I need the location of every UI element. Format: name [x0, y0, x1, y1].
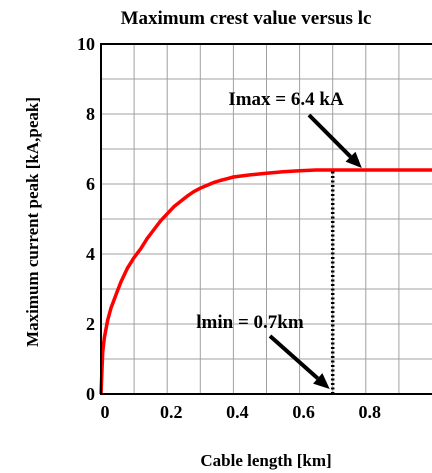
- y-tick-label: 0: [86, 384, 95, 404]
- x-axis-label: Cable length [km]: [200, 451, 331, 470]
- y-tick-label: 6: [86, 174, 95, 194]
- y-tick-label: 2: [86, 314, 95, 334]
- y-tick-label: 4: [86, 244, 95, 264]
- x-tick-label: 0: [101, 402, 110, 422]
- x-tick-label: 0.2: [160, 402, 183, 422]
- x-tick-label: 0.8: [359, 402, 382, 422]
- y-tick-label: 8: [86, 104, 95, 124]
- arrow-lmin-shaft: [270, 336, 318, 378]
- y-tick-label: 10: [77, 34, 95, 54]
- x-tick-label: 0.6: [292, 402, 315, 422]
- x-tick-label: 0.4: [226, 402, 249, 422]
- annotation-lmin: lmin = 0.7km: [196, 312, 304, 333]
- annotation-arrows: [270, 115, 362, 389]
- annotation-imax: Imax = 6.4 kA: [228, 89, 344, 110]
- arrow-imax-shaft: [309, 115, 351, 157]
- y-axis-label: Maximum current peak [kA,peak]: [23, 97, 42, 347]
- chart-title: Maximum crest value versus lc: [121, 8, 372, 29]
